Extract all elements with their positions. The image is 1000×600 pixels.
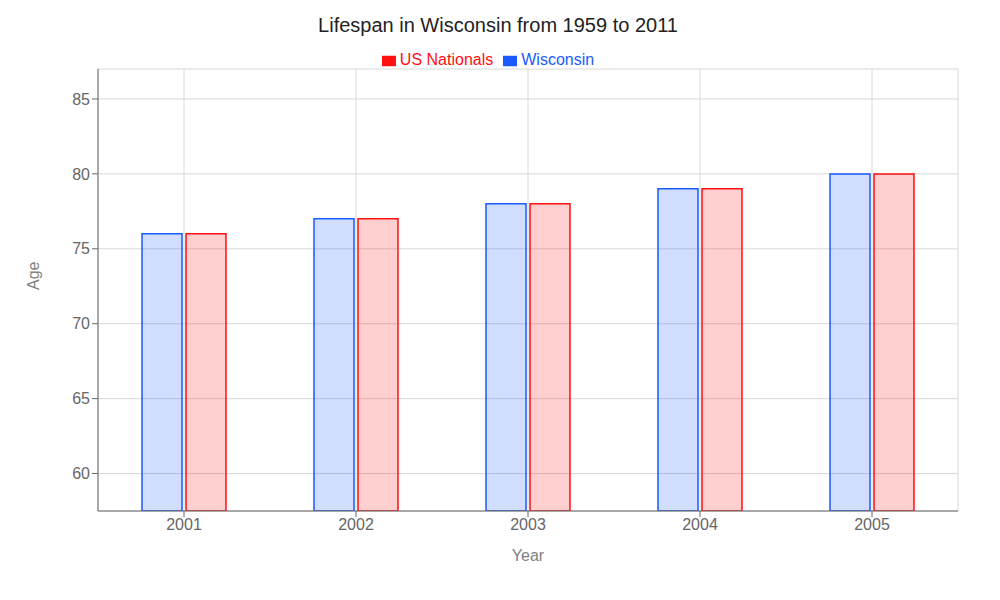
html-text:Lifespan in Wisconsin from 195: Lifespan in Wisconsin from 1959 to 2011 (318, 14, 678, 36)
svg-text:2005: 2005 (854, 516, 890, 533)
svg-text:Year: Year (512, 547, 545, 564)
svg-text:70: 70 (72, 315, 90, 332)
svg-text:65: 65 (72, 390, 90, 407)
svg-text:2003: 2003 (510, 516, 546, 533)
svg-text:85: 85 (72, 91, 90, 108)
svg-text:80: 80 (72, 166, 90, 183)
html-text:Wisconsin: Wisconsin (521, 51, 595, 68)
svg-text:2002: 2002 (338, 516, 374, 533)
svg-text:2001: 2001 (166, 516, 202, 533)
html-text:US Nationals: US Nationals (399, 51, 494, 68)
svg-text:Age: Age (25, 261, 42, 290)
svg-text:2004: 2004 (682, 516, 718, 533)
svg-text:75: 75 (72, 240, 90, 257)
svg-text:60: 60 (72, 465, 90, 482)
